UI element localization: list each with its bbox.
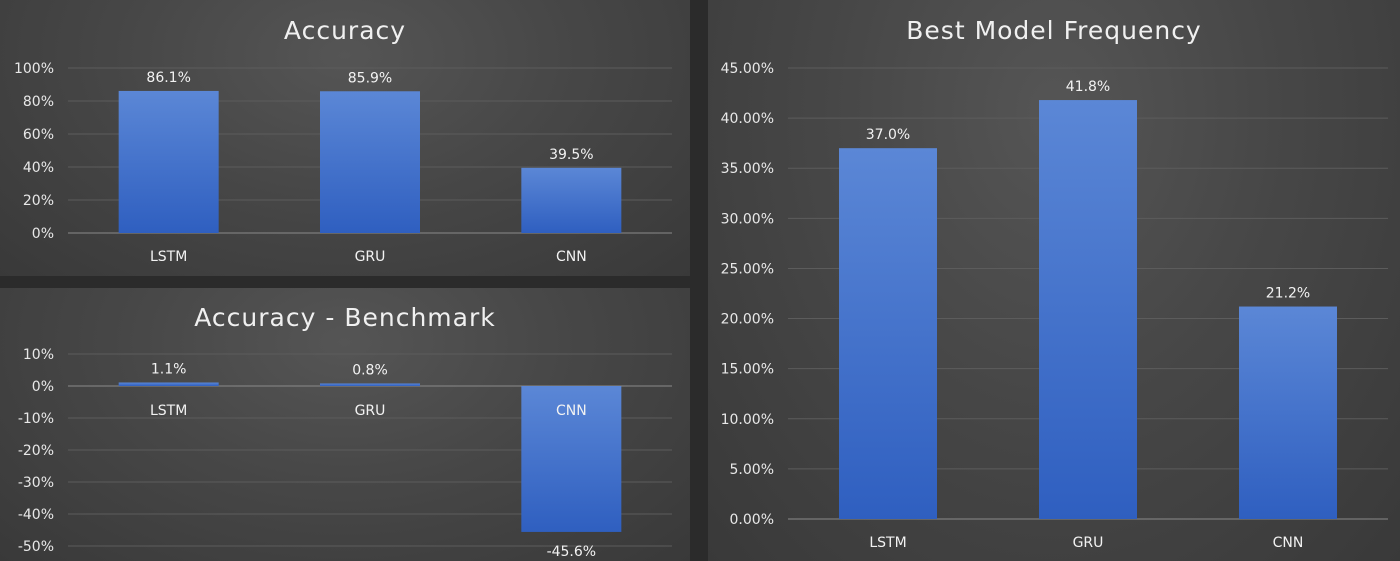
bench-category-label-lstm: LSTM	[150, 403, 187, 419]
bench-y-tick-label: -10%	[18, 411, 54, 427]
best-model-frequency-chart-panel: Best Model Frequency 0.00% 5.00% 10.00% 15.…	[708, 0, 1400, 561]
best-model-frequency-chart-title: Best Model Frequency	[906, 16, 1201, 45]
best-bar-cnn	[1239, 306, 1337, 519]
acc-category-label-lstm: LSTM	[150, 249, 187, 265]
bench-data-label-gru: 0.8%	[352, 362, 388, 378]
bench-category-label-gru: GRU	[355, 403, 386, 419]
acc-data-label-gru: 85.9%	[348, 70, 392, 86]
best-y-tick-label: 0.00%	[730, 512, 774, 528]
bench-data-label-cnn: -45.6%	[547, 544, 597, 560]
bench-category-label-cnn: CNN	[556, 403, 587, 419]
acc-y-tick-label: 60%	[23, 127, 54, 143]
best-data-label-gru: 41.8%	[1066, 79, 1110, 95]
best-bar-lstm	[839, 148, 937, 519]
best-y-tick-label: 45.00%	[721, 61, 774, 77]
best-y-tick-label: 20.00%	[721, 312, 774, 328]
acc-category-label-cnn: CNN	[556, 249, 587, 265]
acc-y-tick-label: 80%	[23, 94, 54, 110]
accuracy-benchmark-chart-title: Accuracy - Benchmark	[194, 303, 495, 332]
best-y-tick-label: 35.00%	[721, 161, 774, 177]
acc-category-label-gru: GRU	[355, 249, 386, 265]
best-y-tick-label: 25.00%	[721, 261, 774, 277]
best-category-label-lstm: LSTM	[869, 535, 906, 551]
acc-y-tick-label: 20%	[23, 193, 54, 209]
bench-bar-gru	[320, 383, 420, 386]
best-category-label-gru: GRU	[1073, 535, 1104, 551]
accuracy-chart-panel: Accuracy 0% 20% 40% 60% 80% 100% 86.1% LSTM 85.9…	[0, 0, 690, 276]
acc-bar-gru	[320, 91, 420, 233]
accuracy-benchmark-chart: Accuracy - Benchmark 10% 0% -10% -20% -30% -4…	[18, 303, 672, 560]
best-y-tick-label: 10.00%	[721, 412, 774, 428]
accuracy-chart: Accuracy 0% 20% 40% 60% 80% 100% 86.1% LSTM 85.9…	[14, 16, 672, 265]
accuracy-chart-title: Accuracy	[284, 16, 406, 45]
best-category-label-cnn: CNN	[1273, 535, 1304, 551]
best-bar-gru	[1039, 100, 1137, 520]
bench-bar-lstm	[118, 382, 219, 386]
bench-y-tick-label: -50%	[18, 539, 54, 555]
acc-y-tick-label: 40%	[23, 160, 54, 176]
accuracy-benchmark-chart-panel: Accuracy - Benchmark 10% 0% -10% -20% -30% -4…	[0, 288, 690, 561]
bench-y-tick-label: 10%	[23, 347, 54, 363]
bench-bar-cnn	[521, 386, 622, 532]
bench-y-tick-label: 0%	[32, 379, 54, 395]
acc-data-label-lstm: 86.1%	[146, 70, 190, 86]
bench-y-tick-label: -30%	[18, 475, 54, 491]
bench-y-tick-label: -20%	[18, 443, 54, 459]
acc-y-tick-label: 100%	[14, 61, 54, 77]
best-y-tick-label: 15.00%	[721, 362, 774, 378]
best-data-label-lstm: 37.0%	[866, 127, 910, 143]
best-y-tick-label: 30.00%	[721, 211, 774, 227]
best-data-label-cnn: 21.2%	[1266, 286, 1310, 302]
best-y-tick-label: 40.00%	[721, 111, 774, 127]
best-y-tick-label: 5.00%	[730, 462, 774, 478]
acc-bar-lstm	[118, 90, 219, 233]
bench-data-label-lstm: 1.1%	[151, 361, 187, 377]
acc-bar-cnn	[521, 167, 622, 233]
best-model-frequency-chart: Best Model Frequency 0.00% 5.00% 10.00% 15.…	[721, 16, 1388, 551]
acc-y-tick-label: 0%	[32, 226, 54, 242]
bench-y-tick-label: -40%	[18, 507, 54, 523]
acc-data-label-cnn: 39.5%	[549, 147, 593, 163]
